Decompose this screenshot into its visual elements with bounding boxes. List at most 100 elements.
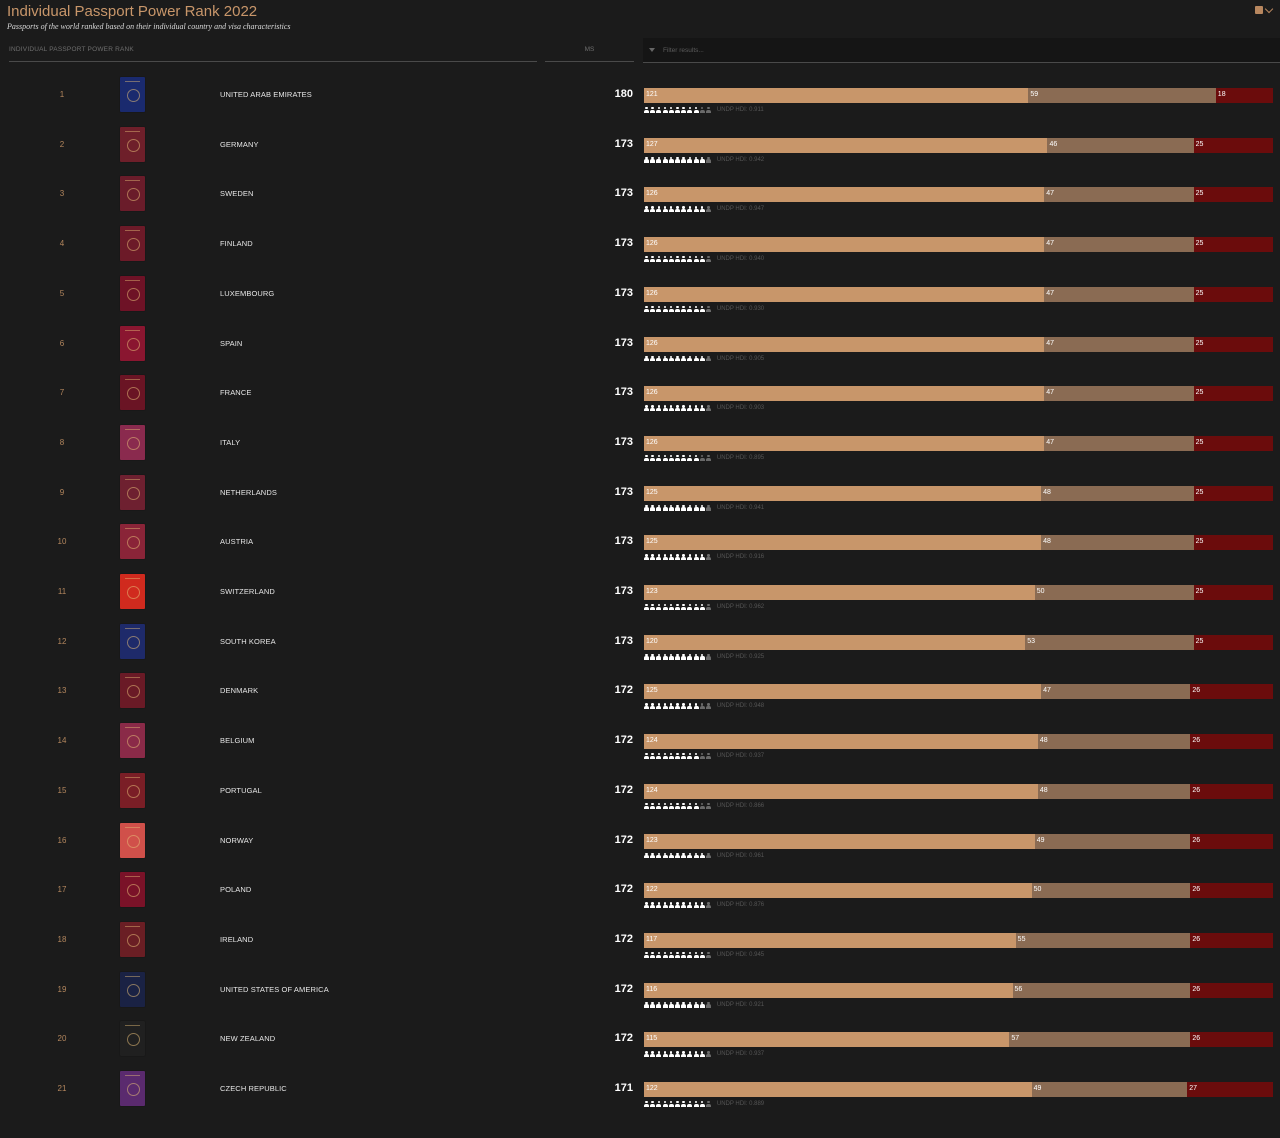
visa-breakdown-bar[interactable]: 123 49 26 — [644, 833, 1273, 849]
table-row[interactable]: 6 SPAIN 173 126 47 25 UNDP HDI: 0.905 — [0, 325, 1280, 393]
country-name[interactable]: BELGIUM — [220, 736, 255, 746]
passport-cover[interactable] — [120, 424, 145, 460]
table-row[interactable]: 13 DENMARK 172 125 47 26 UNDP HDI: 0.948 — [0, 673, 1280, 740]
passport-cover[interactable] — [120, 872, 145, 908]
passport-cover[interactable] — [120, 971, 145, 1007]
column-header-rank[interactable]: INDIVIDUAL PASSPORT POWER RANK — [9, 46, 537, 62]
country-name[interactable]: NETHERLANDS — [220, 487, 277, 497]
country-name[interactable]: SWITZERLAND — [220, 587, 275, 596]
visa-breakdown-bar[interactable]: 127 46 25 — [644, 137, 1273, 153]
passport-cover[interactable] — [120, 574, 145, 609]
visa-breakdown-bar[interactable]: 115 57 26 — [644, 1032, 1273, 1048]
country-name[interactable]: LUXEMBOURG — [220, 288, 275, 298]
table-row[interactable]: 21 CZECH REPUBLIC 171 122 49 27 UNDP HDI: 0.88… — [0, 1071, 1280, 1138]
visa-breakdown-bar[interactable]: 125 48 25 — [644, 485, 1273, 501]
country-name[interactable]: NORWAY — [220, 835, 254, 845]
passport-cover[interactable] — [120, 772, 145, 808]
table-row[interactable]: 1 UNITED ARAB EMIRATES 180 121 59 18 UNDP HDI:… — [0, 77, 1280, 144]
visa-breakdown-bar[interactable]: 120 53 25 — [644, 634, 1273, 650]
visa-breakdown-bar[interactable]: 125 47 26 — [644, 684, 1273, 700]
passport-cover[interactable] — [120, 176, 145, 212]
passport-cover[interactable] — [120, 126, 145, 162]
country-name[interactable]: POLAND — [220, 885, 252, 895]
passport-cover[interactable] — [120, 474, 145, 510]
country-name[interactable]: UNITED ARAB EMIRATES — [220, 90, 312, 99]
country-name[interactable]: AUSTRIA — [220, 537, 254, 547]
visa-breakdown-bar[interactable]: 116 56 26 — [644, 982, 1273, 998]
country-name[interactable]: FRANCE — [220, 388, 252, 398]
visa-breakdown-bar[interactable]: 126 47 25 — [644, 187, 1273, 203]
country-name[interactable]: SWEDEN — [220, 189, 254, 199]
table-row[interactable]: 20 NEW ZEALAND 172 115 57 26 UNDP HDI: 0.937 — [0, 1021, 1280, 1088]
visa-breakdown-bar[interactable]: 126 47 25 — [644, 336, 1273, 352]
person-icon — [693, 1001, 699, 1008]
country-name[interactable]: NEW ZEALAND — [220, 1034, 276, 1044]
passport-cover[interactable] — [120, 77, 145, 112]
person-icon — [705, 951, 711, 958]
visa-breakdown-bar[interactable]: 126 47 25 — [644, 435, 1273, 451]
country-name[interactable]: UNITED STATES OF AMERICA — [220, 984, 329, 994]
visa-breakdown-bar[interactable]: 126 47 25 — [644, 286, 1273, 302]
table-row[interactable]: 9 NETHERLANDS 173 125 48 25 UNDP HDI: 0.941 — [0, 474, 1280, 542]
table-row[interactable]: 4 FINLAND 173 126 47 25 UNDP HDI: 0.940 — [0, 226, 1280, 293]
table-row[interactable]: 5 LUXEMBOURG 173 126 47 25 UNDP HDI: 0.930 — [0, 275, 1280, 343]
table-row[interactable]: 10 AUSTRIA 173 125 48 25 UNDP HDI: 0.916 — [0, 524, 1280, 591]
country-name[interactable]: CZECH REPUBLIC — [220, 1084, 287, 1093]
visa-breakdown-bar[interactable]: 126 47 25 — [644, 386, 1273, 402]
table-row[interactable]: 17 POLAND 172 122 50 26 UNDP HDI: 0.876 — [0, 872, 1280, 939]
grid-menu-button[interactable] — [1255, 4, 1274, 14]
table-row[interactable]: 18 IRELAND 172 117 55 26 UNDP HDI: 0.945 — [0, 921, 1280, 989]
table-row[interactable]: 19 UNITED STATES OF AMERICA 172 116 56 26 UNDP… — [0, 971, 1280, 1039]
passport-cover[interactable] — [120, 921, 145, 957]
country-name[interactable]: ITALY — [220, 437, 241, 447]
passport-cover[interactable] — [120, 275, 145, 311]
table-row[interactable]: 14 BELGIUM 172 124 48 26 UNDP HDI: 0.937 — [0, 723, 1280, 790]
table-row[interactable]: 11 SWITZERLAND 173 123 50 25 UNDP HDI: 0.962 — [0, 574, 1280, 641]
person-icon — [650, 156, 656, 163]
filter-input[interactable] — [661, 45, 965, 55]
country-name[interactable]: GERMANY — [220, 139, 259, 149]
passport-cover[interactable] — [120, 822, 145, 858]
person-icon — [662, 554, 668, 561]
passport-cover[interactable] — [120, 1021, 145, 1057]
passport-cover[interactable] — [120, 325, 145, 361]
hdi-text: UNDP HDI: 0.921 — [717, 1002, 764, 1008]
visa-breakdown-bar[interactable]: 121 59 18 — [644, 88, 1273, 103]
table-row[interactable]: 15 PORTUGAL 172 124 48 26 UNDP HDI: 0.866 — [0, 772, 1280, 840]
passport-cover[interactable] — [120, 226, 145, 262]
table-row[interactable]: 12 SOUTH KOREA 173 120 53 25 UNDP HDI: 0.925 — [0, 623, 1280, 691]
column-header-ms[interactable]: MS — [545, 46, 634, 62]
country-name[interactable]: DENMARK — [220, 686, 259, 696]
passport-cover[interactable] — [120, 1071, 145, 1106]
table-row[interactable]: 2 GERMANY 173 127 46 25 UNDP HDI: 0.942 — [0, 126, 1280, 194]
visa-breakdown-bar[interactable]: 124 48 26 — [644, 783, 1273, 799]
country-name[interactable]: IRELAND — [220, 934, 254, 944]
country-name[interactable]: FINLAND — [220, 239, 253, 249]
passport-cover[interactable] — [120, 723, 145, 759]
visa-breakdown-bar[interactable]: 117 55 26 — [644, 932, 1273, 948]
table-row[interactable]: 8 ITALY 173 126 47 25 UNDP HDI: 0.895 — [0, 424, 1280, 492]
table-row[interactable]: 7 FRANCE 173 126 47 25 UNDP HDI: 0.903 — [0, 375, 1280, 442]
visa-breakdown-bar[interactable]: 122 49 27 — [644, 1082, 1273, 1097]
filter-bar — [643, 38, 1280, 63]
table-row[interactable]: 16 NORWAY 172 123 49 26 UNDP HDI: 0.961 — [0, 822, 1280, 890]
visa-breakdown-bar[interactable]: 124 48 26 — [644, 734, 1273, 750]
country-name[interactable]: SOUTH KOREA — [220, 636, 276, 646]
person-icon — [693, 951, 699, 958]
visa-breakdown-bar[interactable]: 123 50 25 — [644, 585, 1273, 600]
person-icon — [693, 256, 699, 263]
person-icon — [693, 1101, 699, 1107]
hdi-value: 0.937 — [749, 753, 765, 760]
person-icon — [699, 1051, 705, 1058]
passport-cover[interactable] — [120, 524, 145, 560]
country-name[interactable]: PORTUGAL — [220, 785, 262, 795]
country-name[interactable]: SPAIN — [220, 338, 243, 348]
passport-cover[interactable] — [120, 623, 145, 659]
visa-breakdown-bar[interactable]: 122 50 26 — [644, 883, 1273, 899]
visa-breakdown-bar[interactable]: 125 48 25 — [644, 535, 1273, 551]
passport-cover[interactable] — [120, 375, 145, 411]
person-icon — [687, 653, 693, 660]
passport-cover[interactable] — [120, 673, 145, 709]
visa-breakdown-bar[interactable]: 126 47 25 — [644, 237, 1273, 253]
table-row[interactable]: 3 SWEDEN 173 126 47 25 UNDP HDI: 0.947 — [0, 176, 1280, 243]
